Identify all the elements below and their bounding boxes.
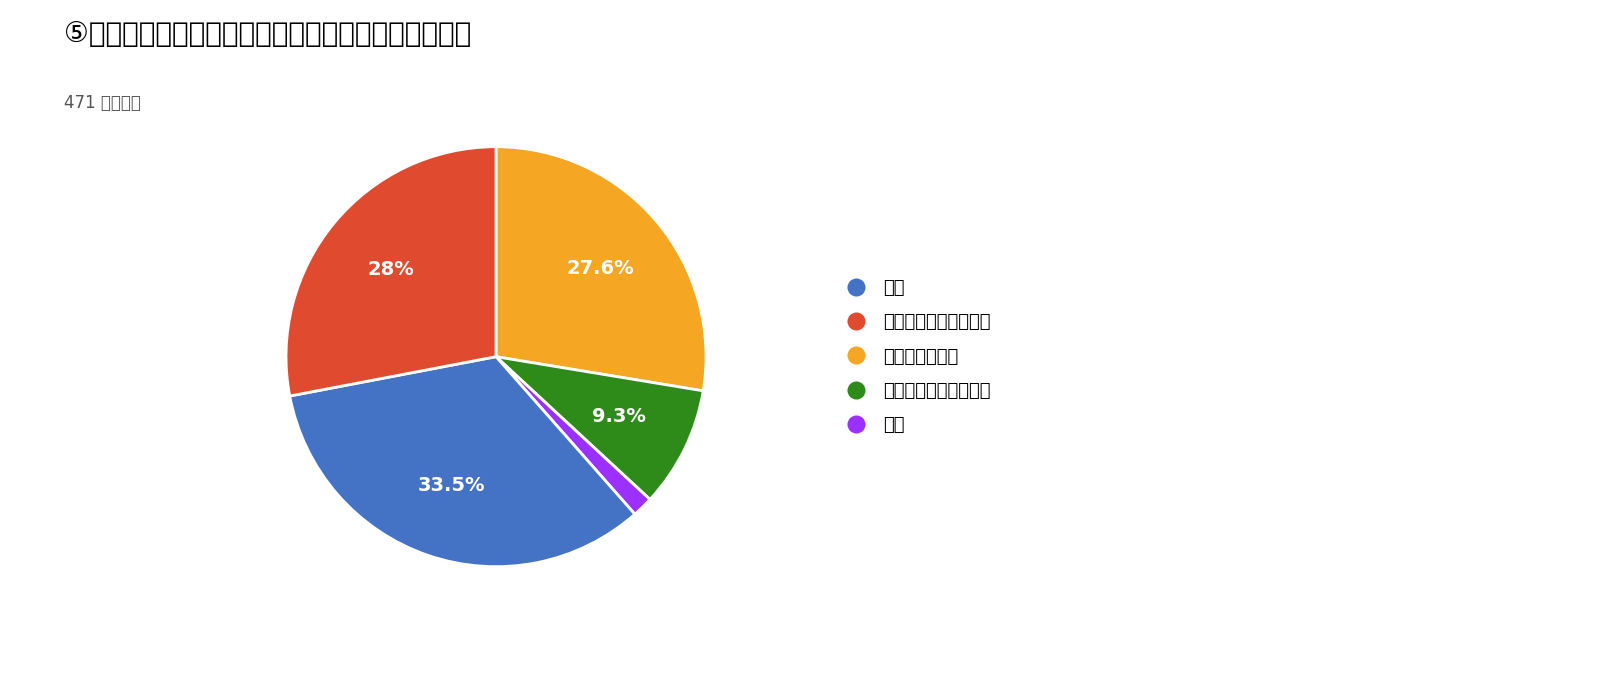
Text: 33.5%: 33.5%	[418, 476, 485, 495]
Wedge shape	[496, 147, 706, 391]
Wedge shape	[496, 357, 650, 514]
Wedge shape	[286, 147, 496, 396]
Text: ⑤自分の地域の方言は好きですか。（どれか１つに）: ⑤自分の地域の方言は好きですか。（どれか１つに）	[64, 20, 472, 48]
Text: 27.6%: 27.6%	[566, 259, 634, 278]
Wedge shape	[496, 357, 702, 499]
Text: 9.3%: 9.3%	[592, 407, 645, 426]
Legend: 好き, どちらかといえば好き, どちらでもない, どちらかといえば嫌い, 嫌い: 好き, どちらかといえば好き, どちらでもない, どちらかといえば嫌い, 嫌い	[830, 272, 997, 441]
Wedge shape	[290, 357, 635, 567]
Text: 28%: 28%	[368, 260, 414, 279]
Text: 471 件の回答: 471 件の回答	[64, 94, 141, 112]
